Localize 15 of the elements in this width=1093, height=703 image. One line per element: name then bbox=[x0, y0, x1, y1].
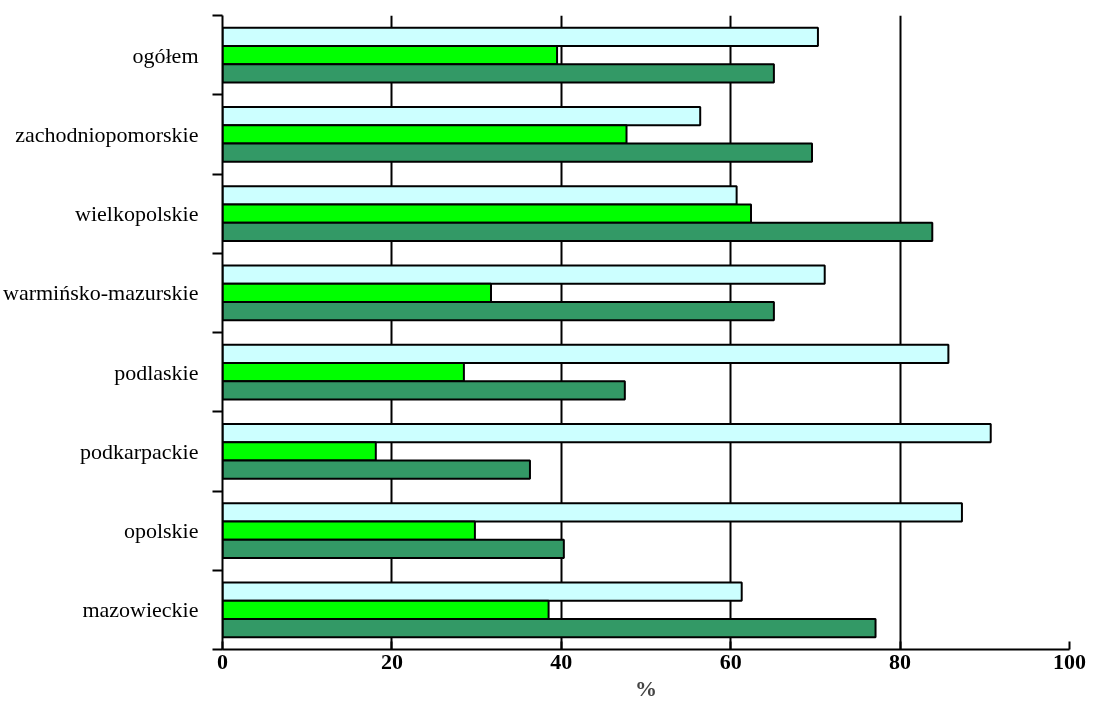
x-tick-label: 60 bbox=[719, 648, 742, 674]
x-tick-label: 100 bbox=[1053, 648, 1086, 674]
y-tick-label: warmińsko-mazurskie bbox=[3, 280, 199, 306]
y-tick-label: podkarpackie bbox=[80, 438, 199, 464]
x-tick-label: 20 bbox=[380, 648, 403, 674]
x-axis-title: % bbox=[635, 675, 657, 701]
y-tick-label: wielkopolskie bbox=[75, 201, 199, 227]
y-tick-label: ogółem bbox=[132, 42, 199, 68]
x-tick-label: 0 bbox=[217, 648, 228, 674]
y-tick-label: zachodniopomorskie bbox=[15, 121, 199, 147]
x-tick-label: 40 bbox=[550, 648, 573, 674]
y-tick-label: podlaskie bbox=[114, 359, 199, 385]
y-tick-label: opolskie bbox=[123, 518, 199, 544]
y-tick-label: mazowieckie bbox=[82, 597, 199, 623]
x-tick-label: 80 bbox=[889, 648, 912, 674]
